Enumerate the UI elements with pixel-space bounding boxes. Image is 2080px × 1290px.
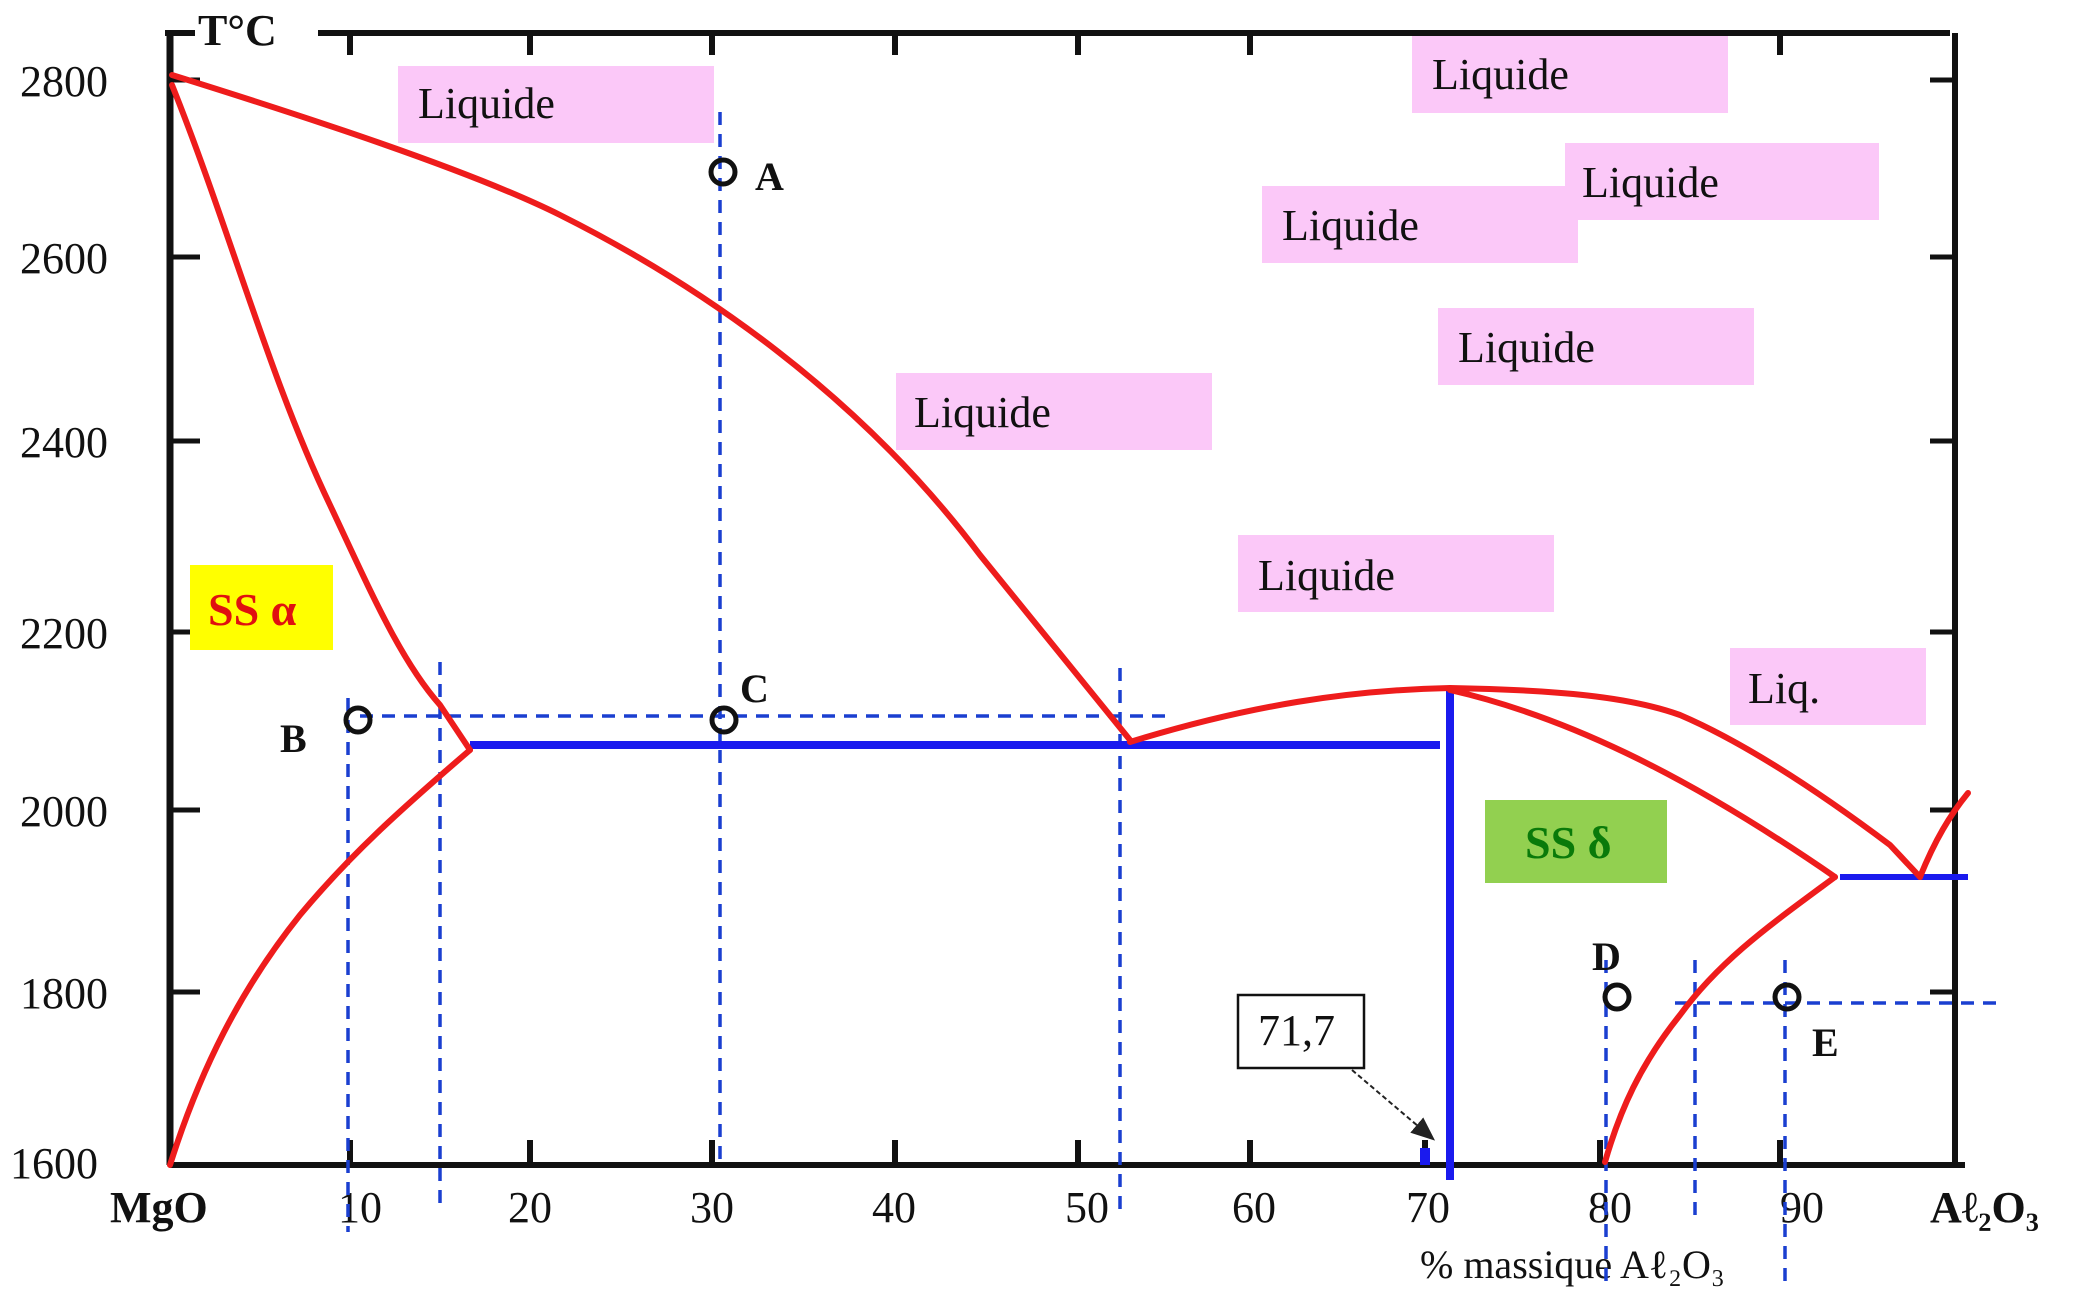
liquid-label-3: Liquide xyxy=(1565,143,1879,220)
x-tick-label-20: 20 xyxy=(508,1183,552,1232)
x-tick-10: 10 xyxy=(338,33,382,1232)
liquidus-spinel-right xyxy=(1447,685,1923,880)
svg-text:D: D xyxy=(1592,934,1621,979)
composition-marker xyxy=(1420,1148,1430,1165)
y-tick-1800: 1800 xyxy=(20,969,1955,1018)
x-tick-60: 60 xyxy=(1232,33,1276,1232)
x-tick-label-30: 30 xyxy=(690,1183,734,1232)
liquid-label-8: Liq. xyxy=(1730,648,1926,725)
svg-text:SS α: SS α xyxy=(208,584,297,635)
solidus-alpha xyxy=(169,82,473,753)
y-axis-title: T°C xyxy=(198,6,277,55)
point-a: A xyxy=(708,154,784,199)
x-axis-title: % massique Aℓ₂O₃ xyxy=(1420,1242,1725,1287)
phase-lines xyxy=(470,688,1968,1180)
liquid-label-6: Liquide xyxy=(896,373,1212,450)
svg-text:B: B xyxy=(280,716,307,761)
liquid-label-7: Liquide xyxy=(1238,535,1554,612)
y-tick-label-1800: 1800 xyxy=(20,969,108,1018)
svg-text:Liq.: Liq. xyxy=(1748,664,1820,713)
svg-text:Liquide: Liquide xyxy=(418,79,555,128)
svg-text:C: C xyxy=(740,666,769,711)
guide-lines xyxy=(346,112,2005,1290)
point-e: E xyxy=(1772,982,1839,1065)
svg-text:A: A xyxy=(755,154,784,199)
composition-callout: 71,7 xyxy=(1236,993,1436,1141)
point-d: D xyxy=(1592,934,1632,1012)
region-alpha-label: SS α xyxy=(190,565,333,650)
svg-text:Liquide: Liquide xyxy=(1282,201,1419,250)
x-tick-90: 90 xyxy=(1777,33,1824,1232)
y-tick-2000: 2000 xyxy=(20,787,1955,836)
x-tick-20: 20 xyxy=(508,33,552,1232)
y-tick-1600: 1600 xyxy=(10,1139,200,1188)
svg-text:Liquide: Liquide xyxy=(914,388,1051,437)
x-tick-label-60: 60 xyxy=(1232,1183,1276,1232)
point-c: C xyxy=(709,666,769,735)
svg-text:Liquide: Liquide xyxy=(1432,50,1569,99)
x-tick-label-90: 90 xyxy=(1780,1183,1824,1232)
y-tick-label-1600: 1600 xyxy=(10,1139,98,1188)
x-ticks: 10 20 30 40 50 60 70 80 90 xyxy=(338,33,1824,1232)
x-tick-label-10: 10 xyxy=(338,1183,382,1232)
y-tick-label-2800: 2800 xyxy=(20,57,108,106)
y-tick-2600: 2600 xyxy=(20,234,1955,283)
y-tick-label-2400: 2400 xyxy=(20,418,108,467)
svg-text:Liquide: Liquide xyxy=(1582,158,1719,207)
x-tick-40: 40 xyxy=(872,33,916,1232)
x-tick-80: 80 xyxy=(1588,33,1632,1232)
y-tick-2400: 2400 xyxy=(20,418,1955,467)
svg-text:Liquide: Liquide xyxy=(1258,551,1395,600)
liquid-label-1: Liquide xyxy=(398,66,714,143)
liquidus-alumina xyxy=(1917,790,1971,880)
x-tick-label-70: 70 xyxy=(1406,1183,1450,1232)
liquidus-spinel-left xyxy=(1127,685,1453,745)
x-tick-label-80: 80 xyxy=(1588,1183,1632,1232)
svg-text:Liquide: Liquide xyxy=(1458,323,1595,372)
liquid-label-5: Liquide xyxy=(1438,308,1754,385)
x-start-label: MgO xyxy=(110,1183,208,1232)
solidus-spinel xyxy=(1447,687,1838,880)
solvus-alpha xyxy=(167,747,473,1168)
x-tick-label-50: 50 xyxy=(1065,1183,1109,1232)
y-tick-2200: 2200 xyxy=(20,609,1955,658)
y-tick-label-2200: 2200 xyxy=(20,609,108,658)
x-tick-30: 30 xyxy=(690,33,734,1232)
phase-curves xyxy=(167,72,1971,1168)
liquid-label-4: Liquide xyxy=(1262,186,1578,263)
y-ticks: 2800 2600 2400 2200 2000 1800 1600 xyxy=(10,57,1955,1188)
svg-text:E: E xyxy=(1812,1020,1839,1065)
plot-frame xyxy=(165,30,1965,1168)
svg-text:SS δ: SS δ xyxy=(1525,817,1612,868)
x-tick-label-40: 40 xyxy=(872,1183,916,1232)
x-end-label: Aℓ₂O₃ xyxy=(1930,1183,2039,1232)
region-delta-label: SS δ xyxy=(1485,800,1667,883)
point-b: B xyxy=(280,705,373,761)
callout-value: 71,7 xyxy=(1258,1006,1335,1055)
liquidus-left xyxy=(169,72,1133,743)
liquid-label-2: Liquide xyxy=(1412,36,1728,113)
y-tick-label-2000: 2000 xyxy=(20,787,108,836)
callout-arrow xyxy=(1351,1069,1436,1141)
solvus-spinel xyxy=(1602,874,1838,1165)
y-tick-label-2600: 2600 xyxy=(20,234,108,283)
x-tick-50: 50 xyxy=(1065,33,1109,1232)
